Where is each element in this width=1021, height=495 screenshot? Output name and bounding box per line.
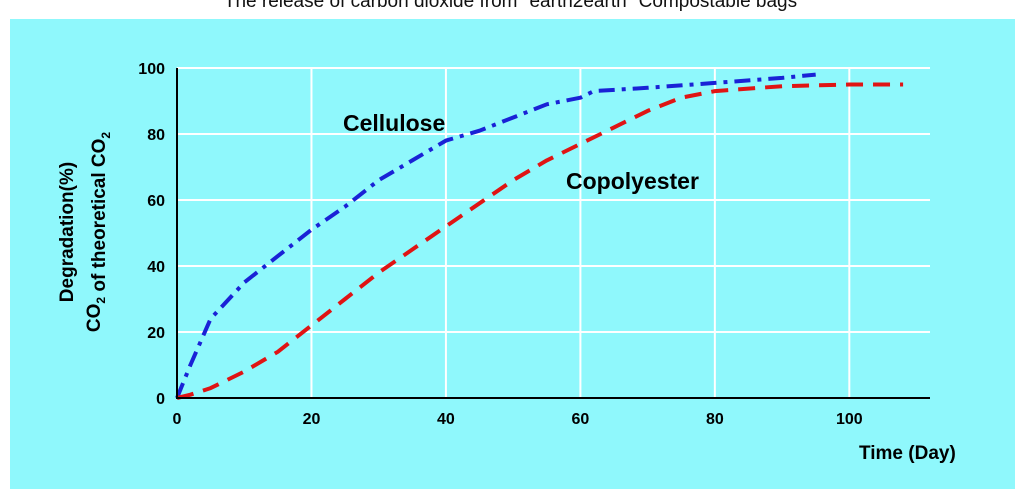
chart-panel: 0 20 40 60 80 100 0 20 40 60 80 100 Cellulose Copol…	[10, 19, 1015, 489]
series-labels: Cellulose Copolyester	[343, 110, 699, 194]
y-axis-label-line2-group: CO2 of theoretical CO2	[84, 132, 113, 333]
x-tick-label: 80	[706, 411, 724, 428]
x-tick-label: 0	[173, 411, 182, 428]
y-axis-label: Degradation(%)	[57, 162, 78, 302]
chart-background	[10, 19, 1015, 489]
series-line-cellulose	[175, 72, 816, 399]
series-lines	[175, 72, 904, 400]
y-axis-label-line2: CO2 of theoretical CO2	[84, 132, 113, 333]
y-axis-label-line1: Degradation(%)	[57, 162, 78, 302]
axes	[176, 68, 930, 399]
x-tick-label: 20	[303, 411, 321, 428]
grid	[177, 67, 930, 398]
x-tick-label: 60	[571, 411, 589, 428]
y-tick-label: 80	[147, 127, 165, 144]
series-line-copolyester	[176, 82, 904, 400]
tick-labels: 0 20 40 60 80 100 0 20 40 60 80 100	[138, 61, 862, 428]
x-axis-label: Time (Day)	[859, 443, 956, 464]
y-tick-label: 60	[147, 193, 165, 210]
y-tick-label: 20	[147, 325, 165, 342]
y-tick-label: 100	[138, 61, 165, 78]
y-tick-label: 40	[147, 259, 165, 276]
series-label-cellulose: Cellulose	[343, 110, 445, 136]
x-tick-label: 100	[836, 411, 863, 428]
line-chart: 0 20 40 60 80 100 0 20 40 60 80 100 Cellulose Copol…	[10, 19, 1015, 489]
page-title: The release of carbon dioxide from "eart…	[223, 0, 798, 12]
series-label-copolyester: Copolyester	[566, 168, 699, 194]
x-tick-label: 40	[437, 411, 455, 428]
y-tick-label: 0	[156, 391, 165, 408]
